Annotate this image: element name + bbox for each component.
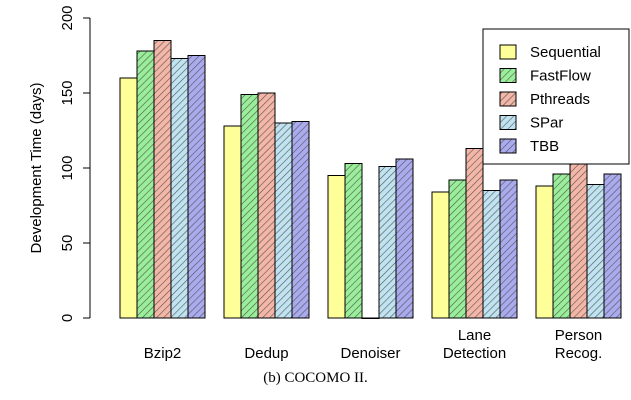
legend-swatch (499, 138, 517, 154)
bar-sequential-3 (431, 191, 450, 319)
bar-pthreads-1 (257, 92, 276, 319)
bar-pthreads-4 (569, 143, 588, 319)
bar-tbb-1 (291, 121, 310, 319)
x-tick-label: Dedup (244, 345, 288, 362)
bar-spar-1 (274, 122, 293, 319)
legend: Sequential FastFlow Pthreads SPar TBB (482, 28, 630, 165)
bar-spar-0 (170, 58, 189, 319)
legend-label: TBB (530, 138, 559, 155)
bar-tbb-4 (603, 173, 622, 319)
bar-fastflow-0 (136, 50, 155, 319)
x-tick-label: Detection (443, 345, 506, 362)
y-axis-label: Development Time (days) (28, 83, 45, 254)
bar-sequential-1 (223, 125, 242, 319)
legend-label: Pthreads (530, 91, 590, 108)
x-tick-label: Lane (458, 327, 491, 344)
legend-label: Sequential (530, 44, 601, 61)
y-tick-label: 150 (59, 80, 76, 105)
x-tick-label: Person (555, 327, 603, 344)
bar-sequential-4 (535, 185, 554, 319)
bar-tbb-0 (187, 55, 206, 319)
y-axis: 0 50 100 150 200 (59, 5, 91, 322)
bar-fastflow-2 (344, 163, 363, 319)
x-tick-label: Denoiser (340, 345, 400, 362)
bar-sequential-2 (327, 175, 346, 319)
bar-pthreads-2 (361, 317, 380, 319)
legend-swatch (499, 44, 517, 60)
legend-label: FastFlow (530, 68, 591, 85)
y-tick-label: 0 (59, 314, 76, 322)
x-tick-label: Bzip2 (144, 345, 182, 362)
legend-swatch (499, 115, 517, 130)
bar-fastflow-1 (240, 94, 259, 319)
bar-pthreads-3 (465, 148, 484, 319)
x-tick-label: Recog. (555, 345, 603, 362)
bars-group (119, 40, 622, 319)
y-tick-label: 200 (59, 5, 76, 30)
bar-spar-3 (482, 190, 501, 319)
bar-spar-4 (586, 184, 605, 319)
legend-swatch (499, 91, 517, 107)
bar-tbb-2 (395, 158, 414, 319)
bar-fastflow-3 (448, 179, 467, 319)
legend-label: SPar (530, 115, 563, 132)
bar-sequential-0 (119, 77, 138, 319)
y-tick-label: 100 (59, 155, 76, 180)
bar-tbb-3 (499, 179, 518, 319)
legend-swatch (499, 68, 517, 83)
bar-spar-2 (378, 166, 397, 319)
bar-chart: 0 50 100 150 200 Development Time (days) Bzi… (28, 5, 630, 362)
y-tick-label: 50 (59, 235, 76, 252)
bar-fastflow-4 (552, 173, 571, 319)
bar-pthreads-0 (153, 40, 172, 319)
figure-caption: (b) COCOMO II. (263, 370, 368, 386)
